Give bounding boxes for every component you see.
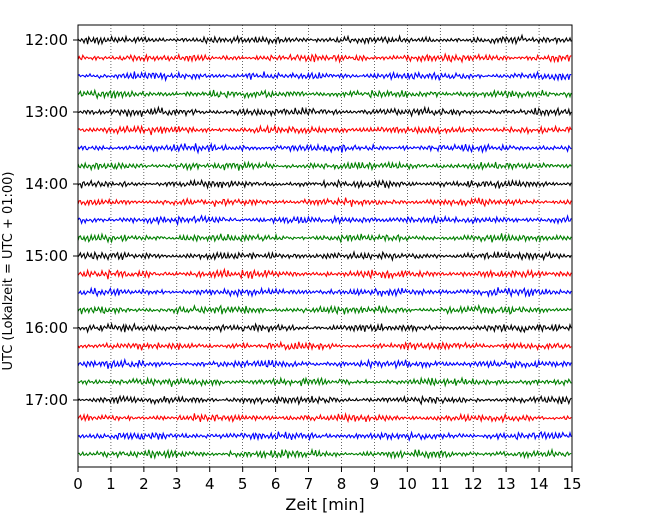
trace-line — [77, 52, 572, 64]
trace-line — [77, 411, 572, 424]
x-tick-label: 10 — [398, 475, 417, 493]
y-tick-label: 16:00 — [25, 319, 68, 337]
x-tick-label: 14 — [530, 475, 549, 493]
y-tick-label: 14:00 — [25, 175, 68, 193]
trace-line — [77, 88, 572, 101]
y-tick-label: 15:00 — [25, 247, 68, 265]
trace-line — [77, 430, 572, 442]
x-axis-ticks: 0 1 2 3 4 5 6 7 8 9 10 11 12 13 14 15 — [73, 467, 582, 493]
trace-line — [77, 286, 572, 299]
x-tick-label: 1 — [106, 475, 116, 493]
plot-frame — [77, 24, 573, 468]
trace-line — [77, 376, 572, 388]
trace-line — [77, 178, 572, 190]
trace-line — [77, 160, 572, 172]
x-axis-label: Zeit [min] — [285, 495, 364, 514]
trace-line — [77, 33, 572, 46]
x-tick-label: 15 — [562, 475, 581, 493]
x-tick-label: 0 — [73, 475, 83, 493]
trace-line — [77, 394, 572, 406]
x-tick-label: 13 — [497, 475, 516, 493]
trace-line — [77, 267, 572, 280]
x-tick-label: 5 — [238, 475, 248, 493]
y-axis-label: UTC (Lokalzeit = UTC + 01:00) — [1, 172, 16, 371]
y-tick-label: 17:00 — [25, 391, 68, 409]
x-tick-label: 4 — [205, 475, 215, 493]
x-tick-label: 3 — [172, 475, 182, 493]
x-tick-label: 12 — [464, 475, 483, 493]
x-tick-label: 6 — [271, 475, 281, 493]
trace-line — [77, 303, 572, 316]
x-tick-label: 8 — [337, 475, 347, 493]
y-axis-ticks: 12:00 13:00 14:00 15:00 16:00 17:00 — [25, 31, 78, 409]
x-tick-label: 11 — [431, 475, 450, 493]
y-tick-label: 13:00 — [25, 103, 68, 121]
trace-line — [77, 142, 572, 155]
trace-line — [77, 196, 572, 208]
trace-line — [77, 232, 572, 244]
y-tick-label: 12:00 — [25, 31, 68, 49]
trace-line — [78, 321, 572, 334]
trace-line — [77, 250, 572, 262]
trace-line — [77, 357, 572, 370]
trace-line — [77, 124, 572, 136]
trace-line — [77, 70, 572, 83]
trace-line — [77, 340, 572, 352]
trace-lines — [77, 33, 572, 460]
trace-line — [78, 447, 572, 460]
trace-line — [77, 214, 572, 227]
trace-line — [78, 105, 572, 118]
x-tick-label: 2 — [139, 475, 149, 493]
x-tick-label: 7 — [304, 475, 314, 493]
x-tick-label: 9 — [370, 475, 380, 493]
